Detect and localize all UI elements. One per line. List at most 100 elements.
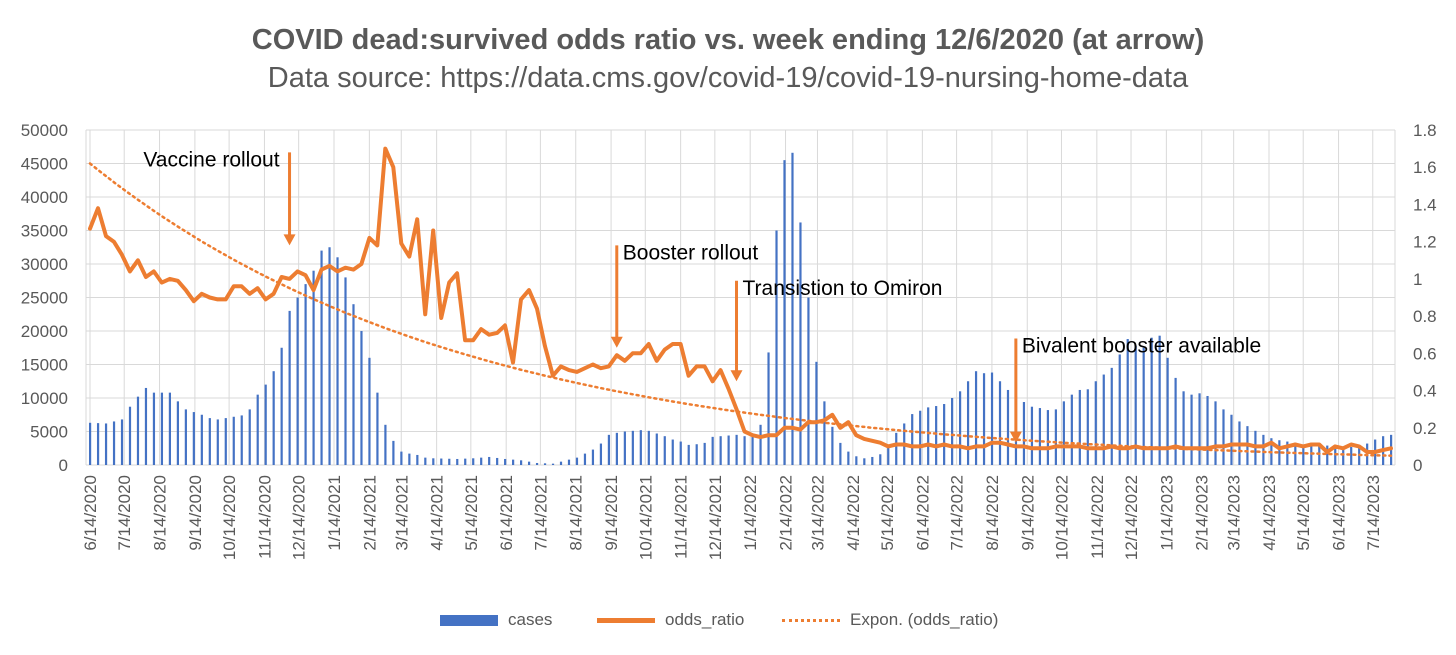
cases-bar	[943, 404, 946, 465]
x-tick-label: 5/14/2021	[462, 475, 481, 551]
cases-bar	[1142, 347, 1145, 465]
x-tick-label: 12/14/2021	[706, 475, 725, 560]
cases-bar	[982, 373, 986, 465]
cases-bar	[535, 462, 539, 465]
cases-bar	[392, 440, 395, 465]
cases-bar	[1278, 440, 1281, 465]
y-left-tick-label: 50000	[21, 121, 68, 140]
x-tick-label: 11/14/2021	[672, 475, 691, 559]
cases-bar	[1214, 401, 1217, 465]
cases-bar	[376, 392, 379, 465]
legend-label-trendline: Expon. (odds_ratio)	[850, 610, 999, 629]
y-left-tick-label: 30000	[21, 255, 68, 274]
cases-bar	[831, 426, 834, 465]
y-right-tick-label: 0.4	[1413, 382, 1437, 401]
cases-bar	[384, 424, 387, 465]
cases-bar	[863, 458, 866, 465]
cases-bar	[464, 458, 467, 465]
cases-bar	[663, 436, 666, 465]
cases-bar	[1038, 408, 1042, 465]
y-left-tick-label: 40000	[21, 188, 68, 207]
x-tick-label: 10/14/2020	[220, 475, 239, 560]
cases-bar	[432, 458, 435, 465]
cases-bar	[551, 463, 555, 465]
y-right-tick-label: 1.2	[1413, 233, 1437, 252]
annotation-label: Vaccine rollout	[143, 148, 279, 171]
cases-bar	[735, 434, 738, 465]
cases-bar	[655, 433, 658, 465]
legend: cases odds_ratio Expon. (odds_ratio)	[0, 606, 1456, 634]
cases-bar	[296, 297, 299, 465]
annotation-arrowhead	[610, 336, 623, 348]
cases-bar	[887, 444, 890, 465]
cases-bar	[583, 453, 587, 465]
x-tick-label: 4/14/2023	[1260, 475, 1279, 551]
cases-bar	[647, 430, 650, 465]
cases-bar	[1262, 434, 1265, 465]
cases-bar	[184, 409, 187, 465]
cases-bar	[1022, 402, 1026, 465]
y-left-tick-label: 0	[59, 456, 68, 475]
cases-bar	[631, 430, 634, 465]
legend-label-odds-ratio: odds_ratio	[665, 610, 745, 629]
cases-bar	[1102, 374, 1105, 465]
cases-bar	[815, 361, 818, 465]
cases-bar	[767, 352, 770, 465]
cases-bar	[958, 391, 962, 465]
x-tick-label: 7/14/2021	[531, 475, 550, 551]
cases-bar	[496, 457, 499, 465]
x-tick-label: 4/14/2021	[428, 475, 447, 551]
annotation-label: Bivalent booster available	[1022, 334, 1261, 357]
cases-bar	[743, 436, 746, 465]
cases-bar	[966, 381, 970, 465]
y-left-tick-label: 15000	[21, 356, 68, 375]
cases-bar	[120, 419, 124, 465]
cases-bar	[559, 461, 563, 465]
cases-bar	[520, 460, 523, 465]
y-left-tick-label: 45000	[21, 155, 68, 174]
cases-bar	[847, 451, 850, 465]
cases-bar	[927, 407, 930, 465]
cases-bar	[1126, 339, 1129, 465]
chart-title: COVID dead:survived odds ratio vs. week …	[251, 24, 1205, 56]
legend-swatch-odds-ratio	[597, 617, 655, 623]
cases-bar	[456, 458, 459, 465]
cases-bar	[312, 270, 315, 465]
cases-bar	[711, 436, 714, 465]
x-tick-label: 7/14/2020	[115, 475, 134, 551]
cases-bar	[408, 453, 411, 465]
cases-bar	[448, 458, 451, 465]
cases-bar	[575, 457, 579, 465]
cases-bar	[168, 392, 172, 465]
cases-bar	[1326, 445, 1329, 465]
cases-bar	[935, 406, 938, 465]
y-right-tick-label: 1.6	[1413, 158, 1437, 177]
cases-bar	[288, 310, 291, 465]
cases-bar	[264, 384, 267, 465]
cases-bar	[823, 401, 826, 465]
cases-bar	[527, 461, 531, 465]
cases-bar	[240, 415, 243, 465]
x-tick-label: 1/14/2023	[1157, 475, 1176, 551]
cases-bar	[144, 387, 148, 465]
cases-bar	[1342, 448, 1345, 465]
cases-bar	[88, 422, 92, 465]
cases-bar	[727, 435, 730, 465]
cases-bar	[1006, 389, 1010, 465]
cases-bar	[623, 431, 626, 465]
cases-bar	[248, 409, 251, 465]
cases-bar	[1070, 394, 1073, 465]
cases-bar	[990, 372, 994, 465]
annotation-label: Booster rollout	[623, 241, 759, 264]
x-tick-label: 6/14/2020	[81, 475, 100, 551]
cases-bar	[871, 456, 874, 465]
cases-bar	[104, 423, 108, 465]
x-tick-label: 9/14/2022	[1018, 475, 1037, 551]
cases-bar	[112, 421, 116, 465]
cases-bar	[1110, 367, 1113, 465]
y-left-tick-label: 10000	[21, 389, 68, 408]
y-left-tick-label: 35000	[21, 222, 68, 241]
cases-bar	[96, 423, 100, 465]
cases-bar	[839, 442, 842, 465]
cases-bar	[1206, 395, 1209, 465]
